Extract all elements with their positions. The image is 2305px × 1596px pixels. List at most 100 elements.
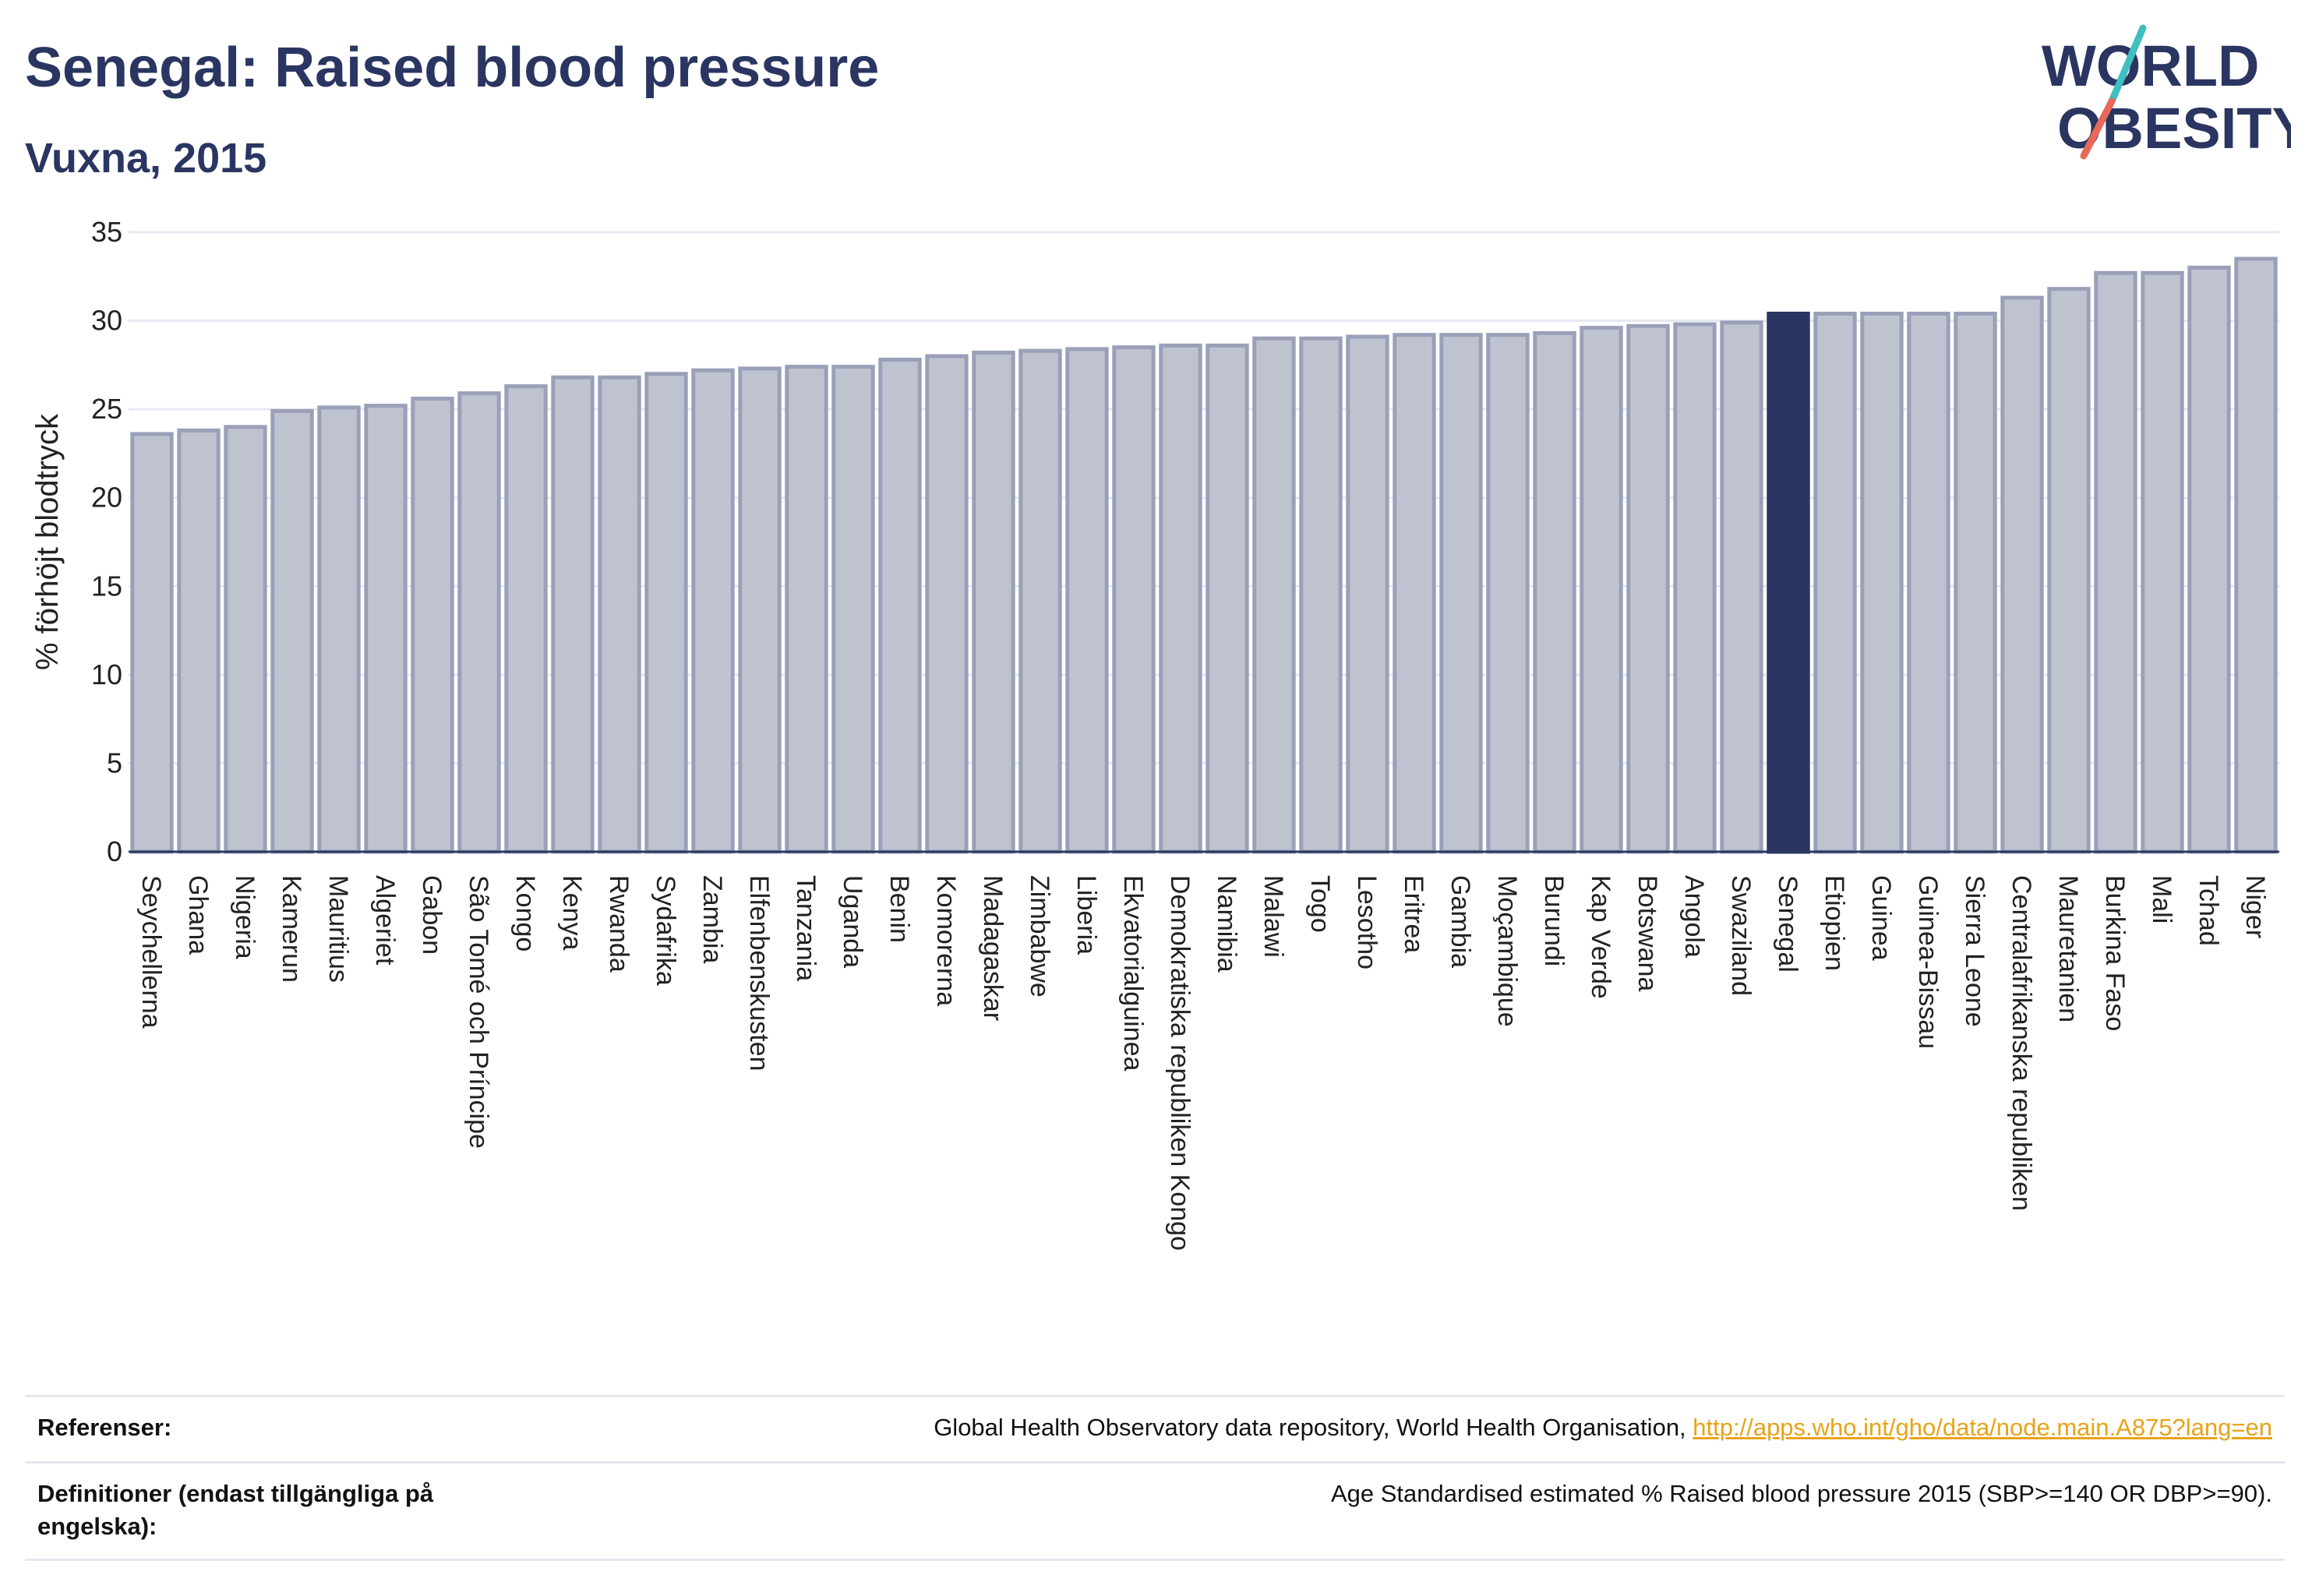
bar-kap-verde[interactable] bbox=[1580, 326, 1623, 854]
bar-ekvatorialguinea[interactable] bbox=[1112, 345, 1156, 854]
x-tick-label: Kap Verde bbox=[1586, 875, 1615, 999]
bar-nigeria[interactable] bbox=[224, 425, 267, 854]
bar-kamerun[interactable] bbox=[270, 408, 314, 854]
x-tick-label: Burundi bbox=[1539, 875, 1569, 966]
bar-s-o-tom-och-pr-ncipe[interactable] bbox=[457, 391, 501, 854]
definitions-row: Definitioner (endast tillgängliga på eng… bbox=[25, 1461, 2285, 1561]
bar-burundi[interactable] bbox=[1533, 330, 1576, 854]
bar-elfenbenskusten[interactable] bbox=[738, 366, 782, 854]
references-text: Global Health Observatory data repositor… bbox=[934, 1414, 1693, 1441]
bar-uganda[interactable] bbox=[831, 365, 875, 854]
bar-liberia[interactable] bbox=[1065, 347, 1109, 854]
bar-centralafrikanska-republiken[interactable] bbox=[2000, 295, 2044, 854]
x-tick-label: São Tomé och Príncipe bbox=[464, 875, 493, 1149]
x-tick-label: Niger bbox=[2240, 875, 2270, 938]
bar-lesotho[interactable] bbox=[1346, 334, 1389, 854]
y-tick-labels: 0 5 10 15 20 25 30 35 bbox=[91, 216, 122, 867]
x-tick-label: Kongo bbox=[510, 875, 540, 952]
bar-burkina-faso[interactable] bbox=[2094, 270, 2137, 854]
x-tick-label: Seychellerna bbox=[136, 875, 166, 1029]
x-tick-label: Mauretanien bbox=[2053, 875, 2083, 1022]
x-tick-label: Mali bbox=[2147, 875, 2176, 923]
y-tick-label: 0 bbox=[107, 835, 122, 867]
bar-togo[interactable] bbox=[1299, 336, 1343, 854]
bar-tanzania[interactable] bbox=[785, 365, 828, 854]
x-tick-label: Guinea bbox=[1866, 875, 1896, 961]
page-title: Senegal: Raised blood pressure bbox=[25, 37, 880, 99]
bar-guinea-bissau[interactable] bbox=[1907, 311, 1950, 854]
x-tick-label: Tanzania bbox=[791, 875, 821, 981]
x-tick-label: Swaziland bbox=[1726, 875, 1756, 996]
x-tick-label: Zambia bbox=[697, 875, 727, 963]
x-tick-label: Mauritius bbox=[323, 875, 353, 983]
bar-mauretanien[interactable] bbox=[2047, 287, 2091, 854]
x-tick-label: Botswana bbox=[1633, 875, 1662, 991]
y-tick-label: 5 bbox=[107, 747, 122, 779]
x-tick-label: Ghana bbox=[183, 875, 213, 955]
references-value: Global Health Observatory data repositor… bbox=[934, 1411, 2272, 1444]
x-tick-label: Guinea-Bissau bbox=[1913, 875, 1943, 1049]
x-tick-label: Centralafrikanska republiken bbox=[2007, 875, 2036, 1211]
x-tick-label: Komorerna bbox=[931, 875, 961, 1006]
bar-chart: 0 5 10 15 20 25 30 35 Seychellerna Ghana Nigeria K… bbox=[30, 216, 2279, 1251]
bar-seychellerna[interactable] bbox=[130, 432, 174, 854]
y-tick-label: 20 bbox=[91, 482, 122, 514]
bar-madagaskar[interactable] bbox=[972, 350, 1015, 854]
bar-namibia[interactable] bbox=[1205, 343, 1249, 854]
x-tick-label: Sierra Leone bbox=[1960, 875, 1989, 1027]
bar-malawi[interactable] bbox=[1252, 336, 1296, 854]
bar-ghana[interactable] bbox=[177, 428, 221, 854]
bar-botswana[interactable] bbox=[1626, 323, 1670, 854]
x-tick-label: Togo bbox=[1305, 875, 1335, 933]
y-tick-label: 25 bbox=[91, 393, 122, 425]
x-tick-label: Liberia bbox=[1071, 875, 1101, 955]
bar-algeriet[interactable] bbox=[364, 404, 408, 854]
bar-zimbabwe[interactable] bbox=[1018, 348, 1062, 854]
definitions-label: Definitioner (endast tillgängliga på eng… bbox=[37, 1480, 434, 1540]
bar-rwanda[interactable] bbox=[598, 375, 641, 854]
bar-demokratiska-republiken-kongo[interactable] bbox=[1159, 343, 1202, 854]
x-tick-label: Algeriet bbox=[370, 875, 400, 966]
bar-gabon[interactable] bbox=[411, 397, 454, 854]
x-tick-label: Gambia bbox=[1445, 875, 1475, 968]
bar-niger[interactable] bbox=[2234, 256, 2278, 854]
x-tick-labels: Seychellerna Ghana Nigeria Kamerun Mauritius… bbox=[136, 875, 2270, 1251]
bar-mauritius[interactable] bbox=[317, 405, 361, 854]
x-tick-label: Etiopien bbox=[1820, 875, 1849, 971]
bar-benin[interactable] bbox=[878, 358, 922, 854]
bar-senegal[interactable] bbox=[1767, 311, 1810, 854]
bar-komorerna[interactable] bbox=[925, 354, 969, 854]
x-tick-label: Zimbabwe bbox=[1025, 875, 1054, 998]
y-axis-label: % förhöjt blodtryck bbox=[30, 413, 65, 670]
world-obesity-logo: WORLD OBESITY bbox=[2042, 24, 2291, 161]
x-tick-label: Madagaskar bbox=[978, 875, 1008, 1021]
bar-zambia[interactable] bbox=[691, 368, 735, 854]
x-tick-label: Elfenbenskusten bbox=[744, 875, 774, 1071]
bar-mali[interactable] bbox=[2141, 270, 2184, 854]
bar-kongo[interactable] bbox=[504, 384, 548, 854]
x-tick-label: Burkina Faso bbox=[2100, 875, 2130, 1031]
x-tick-label: Angola bbox=[1679, 875, 1709, 958]
x-tick-label: Senegal bbox=[1773, 875, 1802, 973]
logo-line1: WORLD bbox=[2042, 34, 2260, 98]
x-tick-label: Namibia bbox=[1212, 875, 1241, 973]
bar-etiopien[interactable] bbox=[1813, 311, 1857, 854]
x-tick-label: Uganda bbox=[838, 875, 867, 968]
bar-sierra-leone[interactable] bbox=[1954, 311, 1997, 854]
x-tick-label: Benin bbox=[884, 875, 914, 943]
bar-angola[interactable] bbox=[1673, 322, 1717, 854]
bar-gambia[interactable] bbox=[1439, 333, 1483, 854]
bar-eritrea[interactable] bbox=[1393, 333, 1436, 854]
bar-sydafrika[interactable] bbox=[644, 372, 688, 854]
logo-slash-bottom bbox=[2080, 97, 2116, 160]
references-link[interactable]: http://apps.who.int/gho/data/node.main.A… bbox=[1693, 1414, 2272, 1441]
bar-guinea[interactable] bbox=[1860, 311, 1904, 854]
x-tick-label: Eritrea bbox=[1399, 875, 1428, 953]
x-tick-label: Kamerun bbox=[277, 875, 306, 983]
x-tick-label: Nigeria bbox=[230, 875, 259, 959]
references-row: Referenser: Global Health Observatory da… bbox=[25, 1395, 2285, 1461]
bar-kenya[interactable] bbox=[551, 375, 595, 854]
bar-tchad[interactable] bbox=[2187, 265, 2231, 854]
bar-swaziland[interactable] bbox=[1720, 320, 1763, 854]
bar-mo-ambique[interactable] bbox=[1486, 333, 1530, 854]
